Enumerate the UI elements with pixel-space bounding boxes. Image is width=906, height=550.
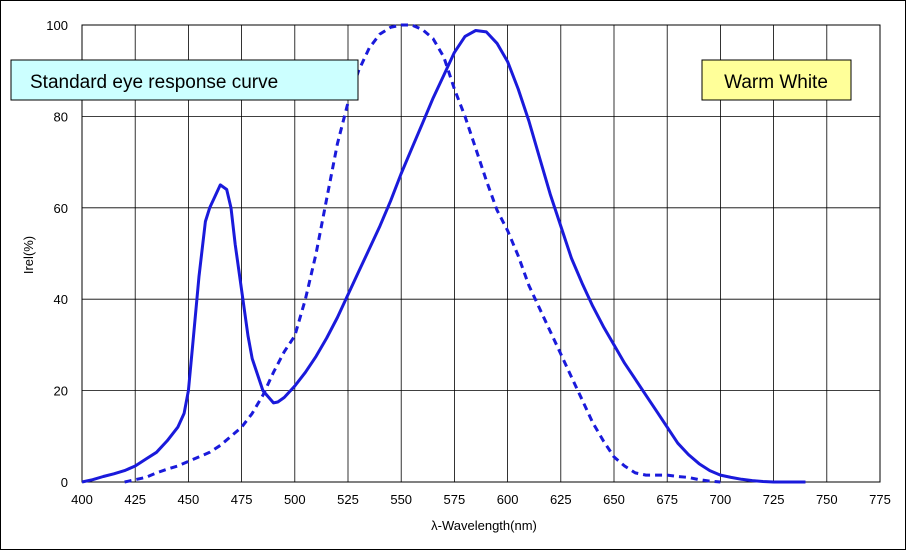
annotation-eye-response-text: Standard eye response curve [30,72,278,93]
x-tick-label: 550 [390,492,412,507]
annotation-eye-response-box [10,59,359,101]
x-axis-label: λ-Wavelength(nm) [431,518,537,533]
annotation-warm-white-box [701,59,852,101]
x-tick-label: 575 [444,492,466,507]
x-tick-label: 775 [869,492,891,507]
x-tick-label: 475 [231,492,253,507]
x-tick-label: 700 [710,492,732,507]
x-tick-labels: 400 425 450 475 500 525 550 575 600 625 650 675 700 7… [71,492,891,507]
y-tick-label: 20 [54,384,68,399]
y-tick-labels: 0 20 40 60 80 100 [46,18,68,490]
series-line-warm-white [81,29,806,484]
y-axis-label: Irel(%) [21,236,36,274]
plot-area [81,24,881,483]
x-tick-label: 400 [71,492,93,507]
y-tick-label: 80 [54,109,68,124]
y-tick-label: 0 [61,475,68,490]
series-layer [81,23,806,484]
x-tick-label: 675 [656,492,678,507]
x-tick-label: 625 [550,492,572,507]
y-tick-label: 60 [54,201,68,216]
x-tick-label: 500 [284,492,306,507]
x-tick-label: 750 [816,492,838,507]
annotation-eye-response: Standard eye response curve [10,59,359,101]
y-tick-label: 100 [46,18,68,33]
y-tick-label: 40 [54,292,68,307]
x-tick-label: 450 [178,492,200,507]
annotation-warm-white: Warm White [701,59,852,101]
x-tick-label: 650 [603,492,625,507]
x-tick-label: 600 [497,492,519,507]
x-tick-label: 525 [337,492,359,507]
annotation-warm-white-text: Warm White [724,72,828,93]
x-tick-label: 725 [763,492,785,507]
x-tick-label: 425 [124,492,146,507]
